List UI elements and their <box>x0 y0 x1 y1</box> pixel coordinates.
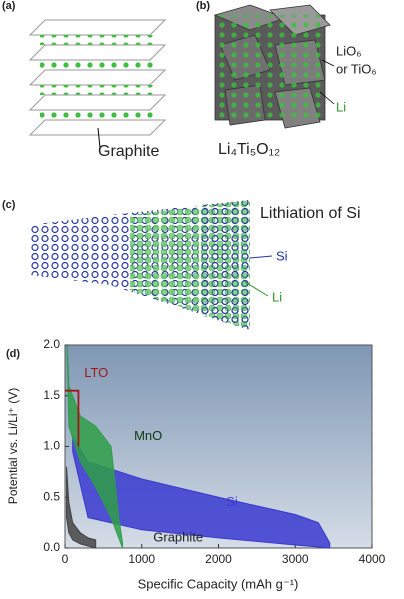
annotation: LiO₆ <box>336 43 361 58</box>
series-label: Graphite <box>153 529 203 544</box>
y-tick-label: 2.0 <box>43 337 60 351</box>
panel-label: (b) <box>196 0 210 12</box>
panel-label: (c) <box>2 199 16 211</box>
panel-label: (a) <box>2 0 16 12</box>
area <box>66 344 124 549</box>
area <box>72 434 331 549</box>
series-label: Si <box>226 494 238 509</box>
graphite-illustration <box>28 19 167 149</box>
annotation: Si <box>276 248 288 263</box>
x-tick-label: 0 <box>62 552 69 566</box>
series-label: LTO <box>84 365 108 380</box>
series-label: MnO <box>134 428 162 443</box>
si-illustration <box>30 200 273 330</box>
area <box>66 466 97 549</box>
line <box>65 389 80 447</box>
annotation: Li <box>336 99 346 114</box>
annotation: Li <box>272 289 282 304</box>
caption: Graphite <box>98 143 159 160</box>
x-tick-label: 2000 <box>205 552 232 566</box>
y-tick-label: 0.0 <box>43 540 60 554</box>
caption: Lithiation of Si <box>260 205 361 222</box>
y-axis-label: Potential vs. Li/Li⁺ (V) <box>6 388 20 504</box>
y-tick-label: 1.0 <box>43 439 60 453</box>
annotation: or TiO₆ <box>336 61 377 76</box>
caption: Li₄Ti₅O₁₂ <box>218 141 280 158</box>
x-tick-label: 3000 <box>282 552 309 566</box>
lto-illustration <box>213 4 335 129</box>
y-tick-label: 1.5 <box>43 388 60 402</box>
panel-label: (d) <box>6 348 20 360</box>
x-tick-label: 1000 <box>128 552 155 566</box>
x-axis-label: Specific Capacity (mAh g⁻¹) <box>138 576 299 591</box>
x-tick-label: 4000 <box>359 552 386 566</box>
y-tick-label: 0.5 <box>43 489 60 503</box>
